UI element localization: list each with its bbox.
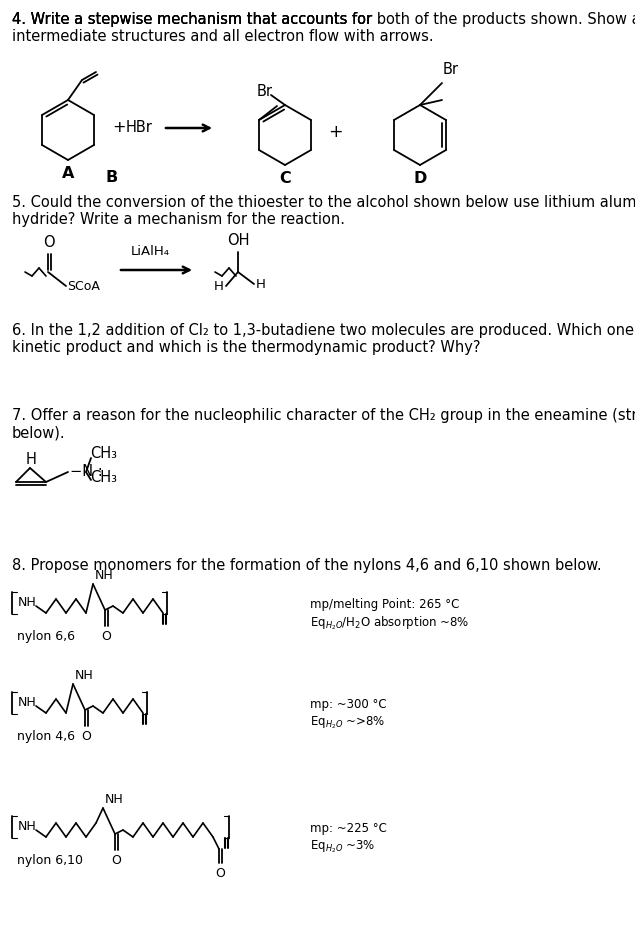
Text: nylon 6,10: nylon 6,10 (17, 854, 83, 867)
Text: CH₃: CH₃ (90, 470, 117, 485)
Text: 4. Write a stepwise mechanism that accounts for: 4. Write a stepwise mechanism that accou… (12, 12, 377, 27)
Text: 4. Write a stepwise mechanism that accounts for both of the products shown. Show: 4. Write a stepwise mechanism that accou… (12, 12, 635, 44)
Text: Br: Br (257, 84, 273, 99)
Text: 5. Could the conversion of the thioester to the alcohol shown below use lithium : 5. Could the conversion of the thioester… (12, 195, 635, 228)
Text: 4. Write a stepwise mechanism that accounts for: 4. Write a stepwise mechanism that accou… (12, 12, 377, 27)
Text: OH: OH (227, 233, 250, 248)
Text: NH: NH (105, 793, 124, 806)
Text: O: O (101, 630, 111, 643)
Text: CH₃: CH₃ (90, 446, 117, 461)
Text: LiAlH₄: LiAlH₄ (131, 245, 170, 258)
Text: 6. In the 1,2 addition of Cl₂ to 1,3-butadiene two molecules are produced. Which: 6. In the 1,2 addition of Cl₂ to 1,3-but… (12, 323, 635, 356)
Text: A: A (62, 166, 74, 181)
Text: NH: NH (18, 596, 37, 609)
Text: nylon 4,6: nylon 4,6 (17, 730, 75, 743)
Text: Eq$_{H_{2}O}$/H$_2$O absorption ~8%: Eq$_{H_{2}O}$/H$_2$O absorption ~8% (310, 614, 469, 632)
Text: H: H (25, 452, 36, 467)
Text: H: H (256, 278, 266, 291)
Text: Eq$_{H_{2}O}$ ~>8%: Eq$_{H_{2}O}$ ~>8% (310, 714, 385, 731)
Text: Eq$_{H_{2}O}$ ~3%: Eq$_{H_{2}O}$ ~3% (310, 838, 375, 855)
Text: Br: Br (443, 62, 459, 77)
Text: C: C (279, 171, 291, 186)
Text: mp: ~300 °C: mp: ~300 °C (310, 698, 387, 711)
Text: mp: ~225 °C: mp: ~225 °C (310, 822, 387, 835)
Text: mp/melting Point: 265 °C: mp/melting Point: 265 °C (310, 598, 459, 611)
Text: HBr: HBr (126, 120, 153, 135)
Text: 8. Propose monomers for the formation of the nylons 4,6 and 6,10 shown below.: 8. Propose monomers for the formation of… (12, 558, 601, 573)
Text: O: O (43, 235, 55, 250)
Text: SCoA: SCoA (67, 280, 100, 293)
Text: O: O (215, 867, 225, 880)
Text: −N :: −N : (70, 465, 103, 480)
Text: D: D (413, 171, 427, 186)
Text: O: O (81, 730, 91, 743)
Text: NH: NH (75, 669, 94, 682)
Text: H: H (214, 280, 224, 293)
Text: O: O (111, 854, 121, 867)
Text: NH: NH (18, 696, 37, 709)
Text: +: + (112, 120, 126, 135)
Text: B: B (106, 170, 118, 185)
Text: nylon 6,6: nylon 6,6 (17, 630, 75, 643)
Text: +: + (328, 123, 343, 141)
Text: NH: NH (18, 820, 37, 833)
Text: NH: NH (95, 569, 114, 582)
Text: 7. Offer a reason for the nucleophilic character of the CH₂ group in the eneamin: 7. Offer a reason for the nucleophilic c… (12, 408, 635, 441)
